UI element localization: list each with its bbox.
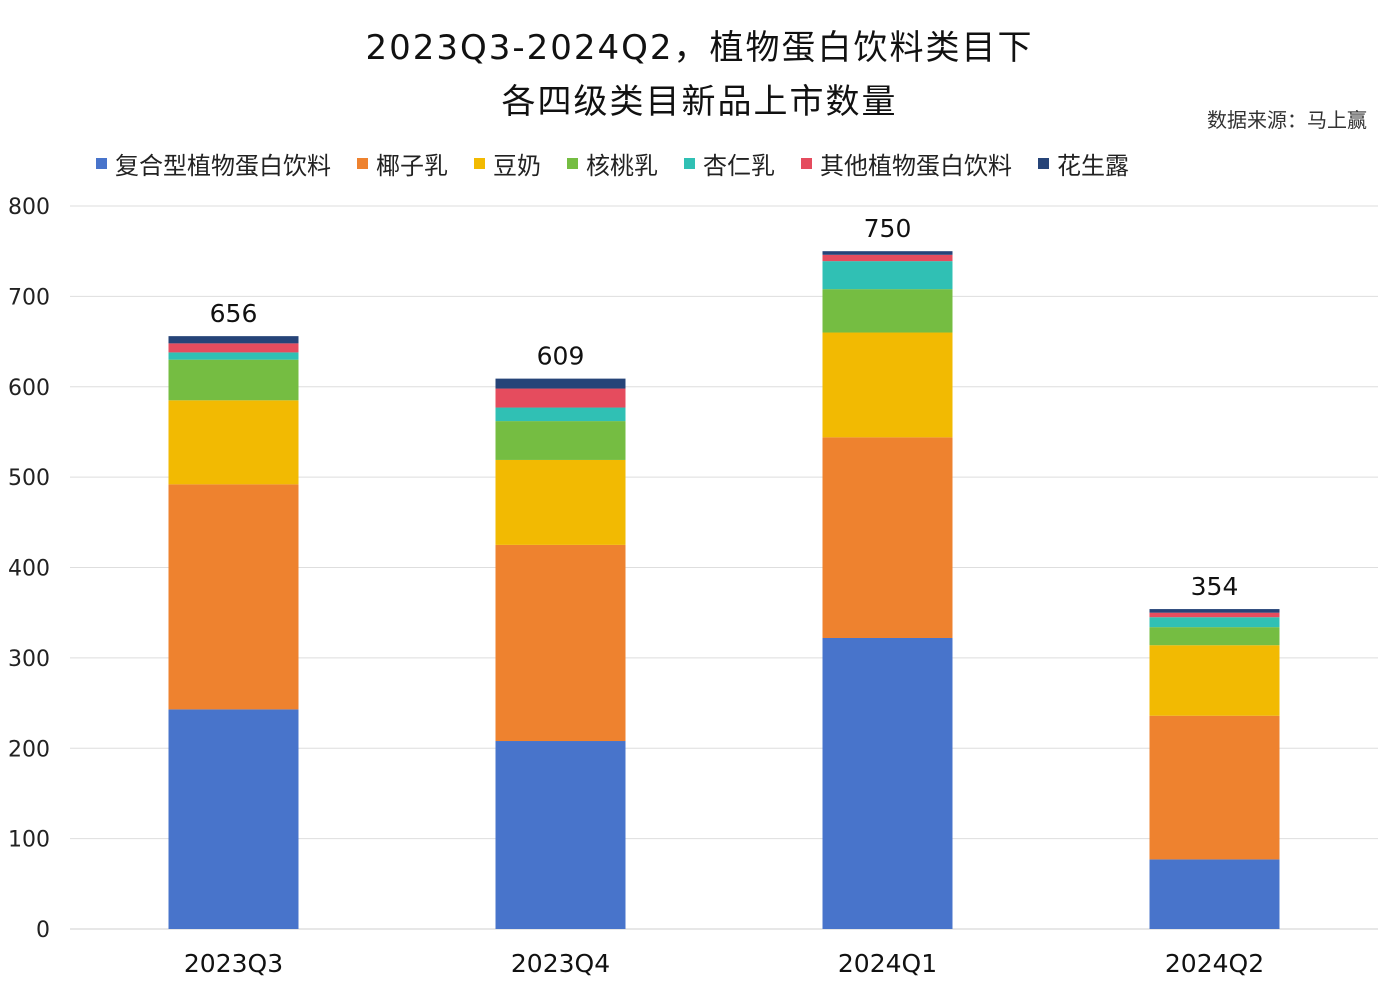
legend-swatch (357, 158, 368, 169)
bar-segment (822, 289, 953, 333)
bar-segment (168, 343, 299, 353)
legend-label: 复合型植物蛋白饮料 (115, 152, 331, 180)
legend: 复合型植物蛋白饮料 椰子乳 豆奶 核桃乳 杏仁乳 其他植物蛋白饮料 花生露 (96, 146, 1129, 181)
legend-swatch (684, 158, 695, 169)
x-tick-label: 2023Q4 (511, 949, 610, 978)
y-tick-label: 300 (8, 647, 50, 672)
bar-segment (822, 261, 953, 290)
legend-swatch (567, 158, 578, 169)
y-tick-label: 400 (8, 557, 50, 582)
bar-segment (168, 709, 299, 929)
total-label: 656 (210, 299, 258, 328)
chart-subtitle: 各四级类目新品上市数量 (501, 82, 898, 122)
y-tick-label: 200 (8, 737, 50, 762)
legend-label: 其他植物蛋白饮料 (820, 152, 1012, 180)
bar-segment (1149, 715, 1280, 860)
bar-segment (495, 741, 626, 929)
y-tick-label: 700 (8, 285, 50, 310)
x-tick-label: 2024Q2 (1165, 949, 1264, 978)
legend-swatch (801, 158, 812, 169)
y-tick-label: 0 (36, 918, 50, 943)
bar-segment (822, 437, 953, 638)
bar-segment (822, 332, 953, 438)
bar-segment (168, 359, 299, 401)
legend-item: 花生露 (1038, 146, 1129, 181)
legend-label: 豆奶 (493, 152, 541, 180)
bar-segment (1149, 609, 1280, 613)
legend-item: 复合型植物蛋白饮料 (96, 146, 331, 181)
bar-segment (168, 336, 299, 344)
bar-segment (495, 378, 626, 389)
data-source: 数据来源：马上赢 (1207, 108, 1367, 132)
bar-segment (1149, 612, 1280, 618)
total-label: 354 (1191, 572, 1239, 601)
bar-segment (495, 421, 626, 460)
bar-segment (495, 459, 626, 545)
legend-swatch (1038, 158, 1049, 169)
bar-segment (1149, 859, 1280, 929)
y-tick-label: 500 (8, 466, 50, 491)
bar-segment (822, 251, 953, 255)
legend-item: 核桃乳 (567, 146, 658, 181)
total-label: 750 (864, 214, 912, 243)
chart-title: 2023Q3-2024Q2，植物蛋白饮料类目下 (365, 28, 1034, 68)
legend-label: 花生露 (1057, 152, 1129, 180)
bar-segment (168, 352, 299, 360)
bar-segment (168, 400, 299, 485)
bar-segment (1149, 617, 1280, 628)
bar-segment (495, 544, 626, 742)
total-label: 609 (537, 342, 585, 371)
legend-label: 杏仁乳 (703, 152, 775, 180)
y-tick-label: 100 (8, 828, 50, 853)
legend-swatch (474, 158, 485, 169)
legend-label: 椰子乳 (376, 152, 448, 180)
bar-segment (822, 637, 953, 929)
legend-swatch (96, 158, 107, 169)
bar-segment (168, 484, 299, 710)
legend-item: 豆奶 (474, 146, 541, 181)
bar-segment (495, 388, 626, 408)
x-tick-label: 2023Q3 (184, 949, 283, 978)
bar-segment (1149, 627, 1280, 646)
y-tick-label: 800 (8, 195, 50, 220)
bar-segment (822, 254, 953, 262)
bar-segment (495, 407, 626, 422)
x-tick-label: 2024Q1 (838, 949, 937, 978)
y-tick-label: 600 (8, 376, 50, 401)
legend-item: 其他植物蛋白饮料 (801, 146, 1012, 181)
bar-segment (1149, 645, 1280, 716)
legend-label: 核桃乳 (586, 152, 658, 180)
legend-item: 杏仁乳 (684, 146, 775, 181)
legend-item: 椰子乳 (357, 146, 448, 181)
